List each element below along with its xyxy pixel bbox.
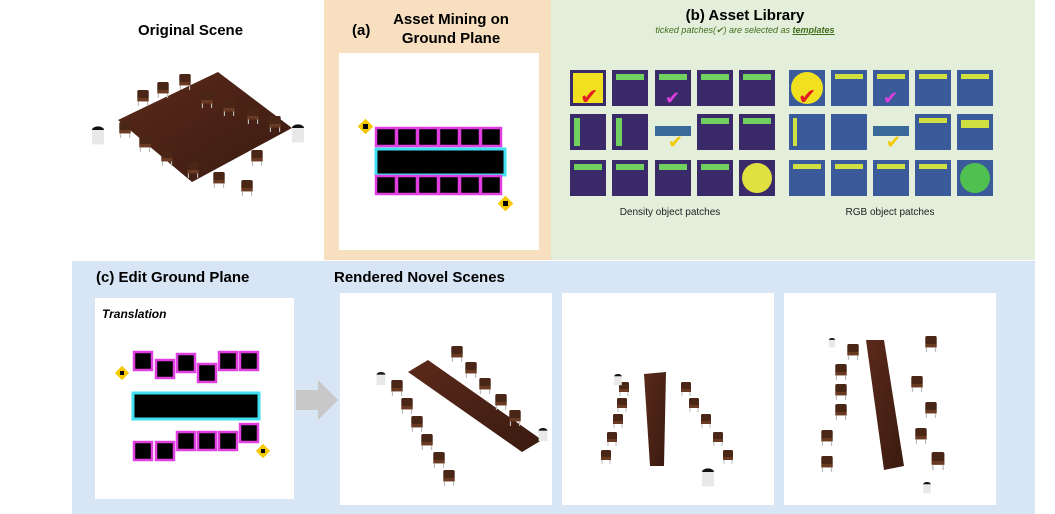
density-check-magenta-icon: ✔ <box>665 88 680 109</box>
panel-a-title: Asset Mining on Ground Plane <box>376 10 526 48</box>
ground-bottom-chairs <box>374 174 503 196</box>
original-scene <box>92 72 304 196</box>
panel-a-label: (a) <box>352 22 371 39</box>
ground-top-chairs <box>374 126 503 148</box>
density-row-1 <box>570 70 775 106</box>
edited-bin-right <box>255 443 271 459</box>
density-check-red-icon: ✔ <box>580 85 598 110</box>
panel-b-subtitle: ticked patches(✔) are selected as templa… <box>620 25 870 36</box>
edited-bin-left <box>114 365 130 381</box>
edited-ground-plane <box>114 350 271 462</box>
rendered-title: Rendered Novel Scenes <box>334 269 505 286</box>
ground-table <box>374 147 507 177</box>
rendered-scene-2 <box>562 293 774 505</box>
original-bin-left <box>92 126 104 145</box>
panel-b-subtitle-emphasis: templates <box>792 25 835 35</box>
rendered-scene-2-content <box>600 372 734 487</box>
rgb-check-yellow-icon: ✔ <box>886 132 901 153</box>
density-patches: ✔ ✔ ✔ <box>570 70 775 196</box>
panel-a-title-line2: Ground Plane <box>401 30 501 47</box>
density-row-3 <box>570 160 775 196</box>
translation-label: Translation <box>102 307 167 321</box>
original-bin-right <box>292 124 304 143</box>
rgb-row-1 <box>789 70 993 106</box>
rgb-check-red-icon: ✔ <box>798 85 816 110</box>
ground-bin-right <box>497 195 514 212</box>
rgb-check-magenta-icon: ✔ <box>883 88 898 109</box>
edited-bottom-chairs <box>132 422 260 462</box>
density-caption: Density object patches <box>619 207 721 218</box>
panel-b-title: (b) Asset Library <box>685 7 805 24</box>
rgb-patches: ✔ ✔ ✔ <box>789 70 993 196</box>
rendered-scene-1-content <box>376 346 548 486</box>
ground-plane-layout <box>357 118 514 212</box>
panel-c-title: (c) Edit Ground Plane <box>96 269 250 286</box>
rgb-row-2 <box>789 114 993 150</box>
rgb-row-3 <box>789 160 993 196</box>
panel-a-title-line1: Asset Mining on <box>393 11 509 28</box>
rendered-scene-3-content <box>820 336 946 494</box>
edited-table <box>131 391 261 421</box>
original-scene-title: Original Scene <box>138 22 244 39</box>
panel-b-subtitle-text: ticked patches(✔) are selected as <box>655 25 793 35</box>
density-check-yellow-icon: ✔ <box>668 132 683 153</box>
arrow-right-icon <box>296 380 338 420</box>
density-row-2 <box>570 114 775 150</box>
edited-top-chairs <box>132 350 260 384</box>
ground-bin-left <box>357 118 374 135</box>
rgb-caption: RGB object patches <box>845 207 935 218</box>
rendered-scene-1 <box>340 293 552 505</box>
